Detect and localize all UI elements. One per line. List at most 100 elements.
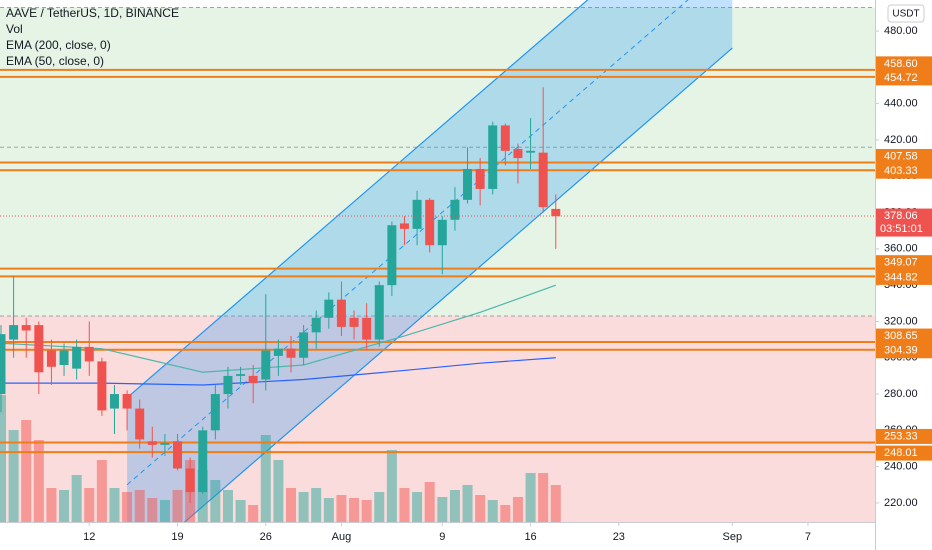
candle-body	[147, 441, 157, 445]
level-price-label: 253.33	[884, 430, 918, 442]
volume-bar	[462, 485, 473, 522]
volume-bar	[96, 460, 107, 522]
candle-body	[97, 361, 107, 411]
candle-body	[299, 332, 309, 358]
level-price-box	[876, 163, 932, 179]
volume-bar	[21, 420, 32, 522]
channel-fill	[127, 0, 733, 522]
x-tick-label: 9	[439, 531, 445, 543]
volume-bar	[374, 492, 385, 522]
volume-bar	[71, 475, 82, 522]
volume-bar	[475, 495, 486, 522]
level-price-box	[876, 148, 932, 164]
level-price-box	[876, 269, 932, 285]
candle-body	[210, 394, 220, 431]
candle-body	[513, 149, 523, 159]
candle-body	[72, 346, 82, 369]
volume-bar	[286, 488, 296, 522]
currency-box	[887, 4, 925, 23]
candle-body	[261, 350, 271, 380]
last-price-box	[876, 208, 932, 237]
level-price-box	[876, 70, 932, 86]
candle-body	[84, 346, 94, 362]
candle-body	[500, 125, 510, 151]
y-tick-label: 240.00	[884, 461, 918, 473]
chart-title: AAVE / TetherUS, 1D, BINANCE	[6, 6, 179, 20]
x-tick-label: 7	[805, 531, 811, 543]
candle-body	[362, 317, 372, 340]
candle-body	[463, 168, 473, 200]
last-price-label: 378.06	[884, 210, 918, 222]
y-tick-label: 480.00	[884, 25, 918, 37]
volume-bar	[399, 488, 410, 522]
volume-bar	[8, 430, 19, 522]
level-price-label: 308.65	[884, 330, 918, 342]
volume-bar	[222, 490, 233, 522]
level-price-label: 458.60	[884, 58, 918, 70]
candle-body	[198, 430, 208, 493]
candle-body	[349, 317, 359, 327]
candle-body	[374, 285, 384, 340]
candle-body	[399, 223, 409, 229]
volume-bar	[109, 488, 120, 522]
channel-line	[183, 47, 733, 522]
channel-line	[126, 0, 589, 399]
candle-body	[236, 374, 246, 376]
candle-body	[0, 334, 6, 395]
ema-line	[0, 284, 556, 373]
level-price-label: 407.58	[884, 150, 918, 162]
volume-bar	[0, 395, 6, 522]
volume-bar	[172, 490, 183, 522]
candle-body	[34, 325, 44, 373]
volume-bar	[260, 435, 271, 522]
volume-bar	[235, 500, 246, 522]
level-price-label: 304.39	[884, 345, 918, 357]
x-tick-label: Aug	[332, 531, 352, 543]
x-tick-label: 12	[83, 531, 95, 543]
volume-bar	[311, 488, 322, 522]
volume-bar	[525, 473, 536, 522]
volume-bar	[386, 450, 397, 522]
plot-area	[0, 0, 875, 522]
x-tick-label: Sep	[723, 531, 743, 543]
indicator-label: Vol	[6, 22, 23, 36]
candle-body	[488, 125, 498, 189]
volume-bar	[210, 480, 221, 522]
candle-body	[450, 199, 460, 220]
volume-bar	[550, 485, 561, 522]
volume-bar	[59, 490, 70, 522]
volume-bar	[449, 490, 460, 522]
level-price-label: 344.82	[884, 271, 918, 283]
x-tick-label: 26	[260, 531, 272, 543]
y-tick-label: 360.00	[884, 243, 918, 255]
candle-body	[311, 317, 321, 333]
volume-bar	[500, 505, 511, 522]
volume-bar	[46, 488, 57, 522]
volume-bar	[248, 505, 259, 522]
candle-body	[551, 208, 561, 217]
volume-bar	[298, 492, 309, 522]
time-axis-bg	[0, 522, 875, 550]
volume-bar	[323, 498, 334, 522]
volume-bar	[134, 490, 145, 522]
candle-body	[109, 394, 119, 409]
level-price-box	[876, 428, 932, 444]
volume-bar	[159, 500, 170, 522]
volume-bar	[122, 492, 133, 522]
level-price-box	[876, 56, 932, 72]
y-tick-label: 440.00	[884, 98, 918, 110]
candle-body	[135, 408, 145, 440]
volume-bar	[361, 500, 372, 522]
candle-body	[160, 443, 170, 445]
volume-bar	[538, 473, 549, 522]
currency-label: USDT	[892, 9, 919, 20]
volume-bar	[437, 497, 448, 522]
y-tick-label: 320.00	[884, 315, 918, 327]
volume-bar	[147, 498, 158, 522]
x-tick-label: 19	[171, 531, 183, 543]
candle-body	[324, 299, 334, 318]
level-price-label: 403.33	[884, 165, 918, 177]
candle-body	[273, 348, 283, 356]
